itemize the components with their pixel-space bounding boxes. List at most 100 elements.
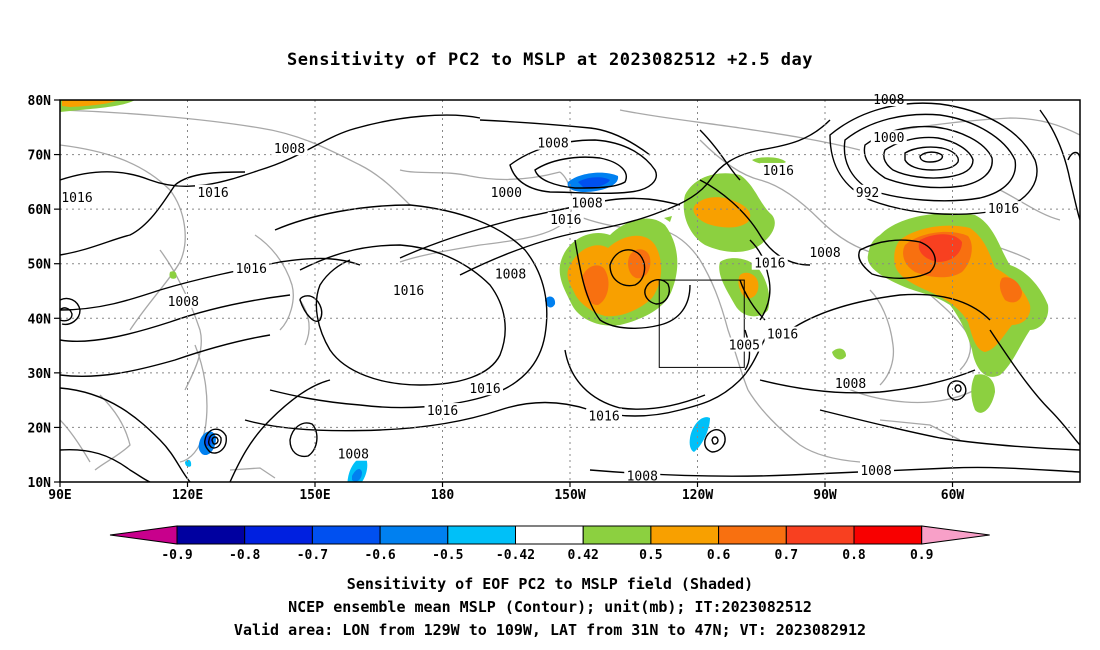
colorbar-swatch: [379, 525, 449, 545]
colorbar-swatch: [853, 525, 923, 545]
lat-label: 80N: [28, 94, 52, 109]
contour-label: 1005: [729, 339, 760, 354]
contour-label: 1008: [835, 377, 866, 392]
colorbar-label: -0.9: [161, 548, 192, 563]
contour-label-bg: [390, 283, 427, 297]
lon-label: 150E: [299, 488, 330, 503]
lon-label: 90E: [48, 488, 71, 503]
contour-label-bg: [870, 92, 907, 106]
contour-label-bg: [569, 195, 605, 210]
lat-label: 50N: [28, 258, 52, 273]
contour-label-bg: [832, 375, 869, 390]
contour-label: 1008: [168, 295, 199, 310]
lon-label: 150W: [554, 488, 585, 503]
contour-label-bg: [807, 244, 843, 259]
colorbar-label: 0.5: [639, 548, 662, 563]
colorbar-swatch: [650, 525, 720, 545]
colorbar-swatch: [582, 525, 652, 545]
contour-label-bg: [59, 190, 95, 205]
contour-label: 1016: [767, 328, 798, 343]
contour-label: 1016: [197, 186, 228, 201]
caption-line-1: Sensitivity of EOF PC2 to MSLP field (Sh…: [346, 575, 754, 593]
contour-label-bg: [586, 408, 622, 423]
caption-line-3: Valid area: LON from 129W to 109W, LAT f…: [233, 621, 867, 639]
contour-label-bg: [853, 184, 882, 199]
contour-label-bg: [233, 261, 270, 276]
contour-label: 1008: [627, 470, 658, 485]
mslp-contours: [60, 102, 1080, 482]
contour-label: 1016: [550, 213, 581, 228]
colorbar-swatch: [785, 525, 855, 545]
map-title: Sensitivity of PC2 to MSLP at 2023082512…: [286, 50, 813, 70]
contour-label-bg: [488, 184, 525, 199]
contour-label: 1008: [809, 246, 840, 261]
contour-label: 1016: [427, 404, 458, 419]
contour-label-bg: [424, 403, 461, 418]
contour-label-bg: [624, 468, 661, 483]
colorbar-label: -0.5: [432, 548, 463, 563]
lat-label: 60N: [28, 203, 52, 218]
contour-label: 1008: [537, 137, 568, 152]
colorbar-label: 0.42: [568, 548, 599, 563]
contour-label: 1008: [338, 448, 369, 463]
colorbar: -0.9 -0.8 -0.7 -0.6 -0.5 -0.42 0.42 0.5 0.6 0.7 0.…: [109, 525, 990, 563]
lat-label: 20N: [28, 421, 52, 436]
contour-label: 1008: [860, 464, 891, 479]
colorbar-swatch: [311, 525, 381, 545]
contour-label: 1008: [274, 142, 305, 157]
contour-label-bg: [985, 201, 1022, 216]
latitude-labels: 80N 70N 60N 50N 40N 30N 20N 10N: [28, 94, 60, 491]
contour-label-bg: [492, 266, 529, 281]
colorbar-swatch: [447, 525, 516, 545]
lon-label: 120E: [172, 488, 203, 503]
contour-label-bg: [760, 162, 797, 177]
colorbar-label: -0.6: [364, 548, 395, 563]
contour-label: 1016: [393, 284, 424, 299]
contour-label-bg: [335, 446, 372, 461]
contour-label-bg: [165, 293, 202, 308]
contour-label: 1000: [873, 131, 904, 146]
valid-area-box: [658, 279, 745, 368]
contour-label: 1016: [588, 410, 619, 425]
contour-label: 1016: [988, 202, 1019, 217]
colorbar-label: 0.8: [842, 548, 866, 563]
lat-label: 70N: [28, 149, 52, 164]
colorbar-swatch: [515, 525, 584, 545]
colorbar-label: 0.6: [707, 548, 731, 563]
longitude-labels: 90E 120E 150E 180 150W 120W 90W 60W: [48, 482, 964, 503]
lat-label: 30N: [28, 367, 52, 382]
contour-label: 1000: [491, 186, 522, 201]
colorbar-high-triangle: [921, 525, 990, 545]
colorbar-swatch: [718, 525, 787, 545]
contour-label-bg: [547, 212, 584, 227]
colorbar-label: -0.7: [297, 548, 328, 563]
contour-label: 1008: [571, 197, 602, 212]
contour-label: 1008: [495, 268, 526, 283]
colorbar-swatch: [244, 525, 313, 545]
lat-label: 10N: [28, 476, 52, 491]
contour-label-bg: [271, 141, 308, 156]
colorbar-label: -0.42: [496, 548, 535, 563]
contour-label-bg: [751, 255, 788, 270]
lon-label: 180: [431, 488, 455, 503]
contour-label: 1016: [469, 382, 500, 397]
contour-label-bg: [726, 337, 763, 352]
lon-label: 60W: [941, 488, 965, 503]
contour-label-bg: [535, 135, 571, 150]
contour-label-bg: [764, 326, 801, 341]
contour-label: 1016: [61, 191, 92, 206]
colorbar-low-triangle: [109, 525, 178, 545]
contour-label-bg: [870, 130, 907, 145]
contour-label-bg: [195, 184, 231, 199]
contour-label: 1016: [763, 164, 794, 179]
lat-label: 40N: [28, 312, 52, 327]
colorbar-swatch: [176, 525, 246, 545]
contour-label: 1016: [236, 262, 267, 277]
contour-label: 992: [856, 186, 879, 201]
colorbar-label: -0.8: [229, 548, 260, 563]
contour-label-bg: [467, 381, 503, 396]
caption-line-2: NCEP ensemble mean MSLP (Contour); unit(…: [288, 598, 812, 616]
lon-label: 90W: [813, 488, 837, 503]
